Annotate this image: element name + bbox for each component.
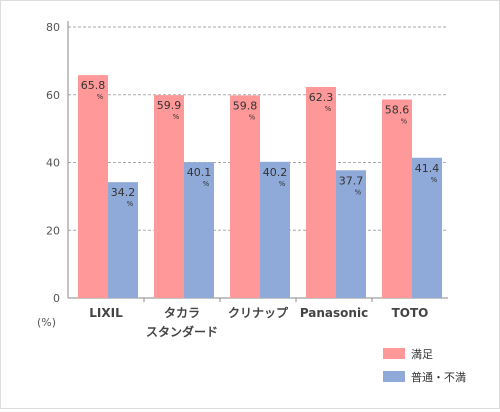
- x-tick-label: LIXIL: [89, 306, 123, 320]
- legend-swatch: [383, 371, 405, 382]
- data-label-unit: %: [401, 117, 408, 125]
- data-label-unit: %: [431, 176, 438, 184]
- bar: [78, 75, 108, 298]
- data-label-unit: %: [249, 113, 256, 121]
- bar: [230, 95, 260, 299]
- data-label: 37.7: [339, 174, 364, 187]
- data-label: 58.6: [385, 103, 410, 116]
- data-label: 59.8: [233, 99, 258, 112]
- x-tick-label: スタンダード: [146, 324, 218, 339]
- data-label: 62.3: [309, 91, 334, 104]
- data-label-unit: %: [203, 180, 210, 188]
- data-label: 65.8: [81, 79, 106, 92]
- y-tick-label: 60: [46, 89, 60, 102]
- data-label: 40.1: [187, 166, 212, 179]
- data-label: 59.9: [157, 99, 182, 112]
- x-tick-label: クリナップ: [228, 305, 289, 320]
- data-label: 40.2: [263, 166, 288, 179]
- data-label: 34.2: [111, 186, 136, 199]
- bar: [382, 99, 412, 299]
- data-label-unit: %: [355, 188, 362, 196]
- x-tick-label: タカラ: [164, 306, 200, 320]
- bar: [412, 157, 442, 298]
- data-label-unit: %: [127, 200, 134, 208]
- legend-label: 満足: [411, 348, 433, 361]
- x-tick-label: Panasonic: [300, 306, 368, 320]
- bar: [336, 170, 366, 298]
- bar: [260, 161, 290, 298]
- bar: [108, 182, 138, 298]
- bar: [306, 86, 336, 299]
- y-tick-label: 0: [53, 292, 60, 305]
- y-tick-label: 80: [46, 21, 60, 34]
- bar: [184, 162, 214, 298]
- data-label-unit: %: [325, 105, 332, 113]
- data-label-unit: %: [279, 180, 286, 188]
- y-tick-label: 40: [46, 157, 60, 170]
- y-axis-label: (%): [37, 316, 56, 329]
- data-label-unit: %: [173, 113, 180, 121]
- data-label: 41.4: [415, 162, 440, 175]
- legend-swatch: [383, 348, 405, 359]
- x-tick-label: TOTO: [392, 306, 429, 320]
- bar: [154, 95, 184, 299]
- data-label-unit: %: [97, 93, 104, 101]
- y-tick-label: 20: [46, 224, 60, 237]
- legend-label: 普通・不満: [411, 370, 466, 384]
